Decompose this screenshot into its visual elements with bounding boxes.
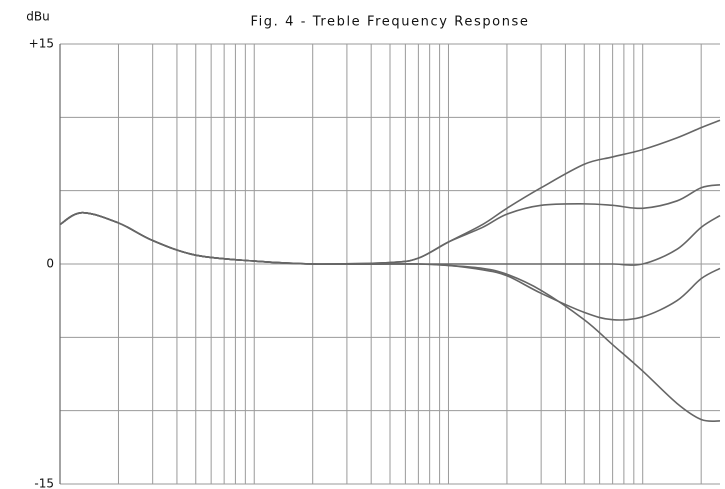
chart-title: Fig. 4 - Treble Frequency Response (250, 15, 529, 30)
y-tick-label: +15 (29, 37, 54, 51)
y-axis-label: dBu (26, 10, 49, 24)
response-curve (59, 211, 721, 423)
y-tick-label: 0 (46, 257, 54, 271)
y-tick-label: -15 (34, 477, 54, 489)
